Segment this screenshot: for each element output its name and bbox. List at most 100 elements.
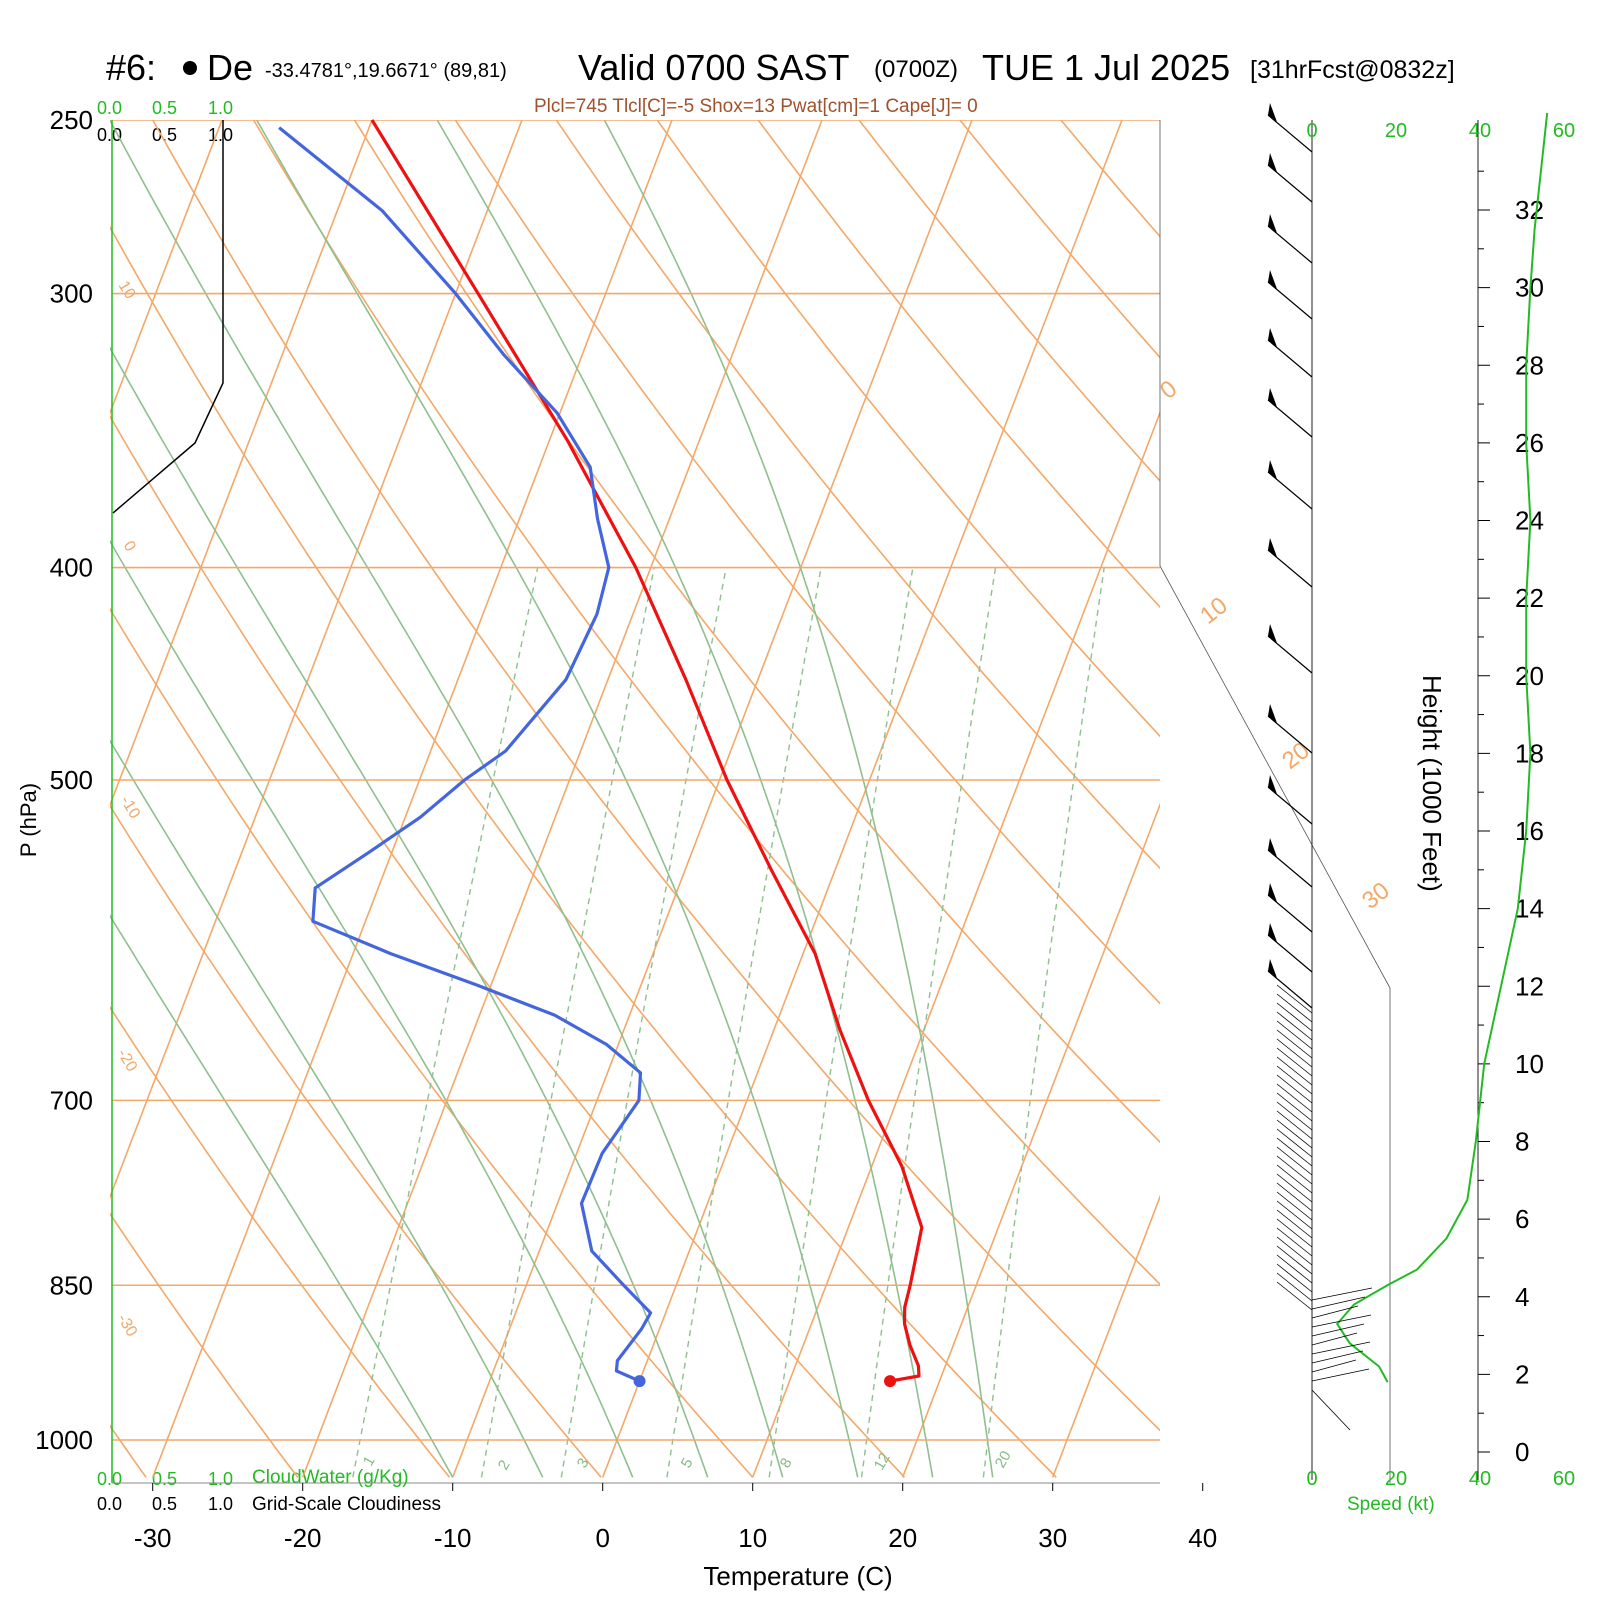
low-wind-barb (1276, 1056, 1313, 1086)
dry-adiabat-line (353, 120, 1160, 1144)
height-tick-label: 20 (1515, 661, 1544, 691)
isotherm-line (301, 120, 823, 1478)
wind-barb (1267, 471, 1313, 510)
dry-adiabat-line (959, 120, 1160, 359)
speed-tick-label: 20 (1385, 1468, 1407, 1490)
low-wind-barb (1276, 1209, 1313, 1239)
height-tick-label: 6 (1515, 1204, 1529, 1234)
speed-tick-label: 0 (1306, 120, 1317, 142)
mixing-ratio-line (560, 567, 727, 1478)
station-name: De (207, 47, 253, 88)
wind-barb (1267, 114, 1313, 153)
moist-adiabat-line (110, 739, 544, 1478)
low-wind-barb (1276, 1272, 1313, 1302)
cloud-scale-top: 0.0 0.5 1.0 0.0 0.5 1.0 (97, 98, 233, 145)
temperature-tick-label: 10 (738, 1523, 767, 1553)
dry-adiabat-label: -30 (114, 1311, 141, 1340)
isotherm-line (601, 120, 1123, 1478)
isotherm-line (901, 802, 1160, 1478)
dry-adiabat-line (555, 120, 1160, 870)
low-wind-barb (1276, 1011, 1313, 1041)
isotherm-line (451, 120, 973, 1478)
plot-right-boundary (1159, 120, 1391, 1483)
low-wind-barb (1276, 1137, 1313, 1167)
dewpoint-trace (278, 126, 653, 1383)
cloud-scale-bottom: 0.0 0.5 1.0 CloudWater (g/Kg) 0.0 0.5 1.… (97, 1467, 441, 1515)
surface-wind-barb (1311, 1314, 1372, 1328)
station-dot-icon (183, 61, 197, 75)
wind-barb (1267, 281, 1313, 320)
forecast-info: [31hrFcst@0832z] (1250, 56, 1455, 84)
surface-wind-barb (1311, 1305, 1359, 1319)
pressure-tick-label: 700 (50, 1085, 93, 1115)
cloudwater-label: CloudWater (g/Kg) (252, 1467, 409, 1488)
surface-wind-barb (1311, 1368, 1370, 1382)
low-wind-barb (1276, 1254, 1313, 1284)
wind-barb (1267, 786, 1313, 825)
cloudwater-tick: 0.5 (152, 1469, 177, 1489)
pressure-tick-label: 250 (50, 105, 93, 135)
wind-barb (1267, 399, 1313, 438)
valid-zulu: (0700Z) (874, 56, 958, 83)
temperature-tick-label: -20 (284, 1523, 322, 1553)
height-tick-label: 0 (1515, 1437, 1529, 1467)
dry-adiabat-line (1565, 120, 1600, 1477)
dry-adiabat-line (1364, 120, 1600, 1477)
temperature-tick-label: 0 (595, 1523, 609, 1553)
sounding-traces (278, 119, 924, 1388)
wind-barb-flag (1268, 328, 1277, 347)
dry-adiabat-line (110, 1212, 299, 1478)
moist-adiabat-line (256, 120, 859, 1478)
dry-adiabat-line (656, 120, 1160, 738)
low-wind-barb (1276, 1155, 1313, 1185)
cloudiness-tick: 1.0 (208, 125, 233, 145)
dry-adiabat-line (1162, 120, 1600, 1477)
dry-adiabat-line (152, 120, 1160, 1432)
surface-wind-barb (1311, 1296, 1366, 1310)
temperature-tick-label: 40 (1188, 1523, 1217, 1553)
wind-barb-flag (1268, 624, 1277, 643)
wind-barb-flag (1268, 959, 1277, 978)
speed-tick-label: 40 (1469, 1468, 1491, 1490)
wind-barb (1267, 849, 1313, 888)
wind-barb (1267, 164, 1313, 203)
low-wind-barb (1276, 1218, 1313, 1248)
cloudwater-tick: 1.0 (208, 98, 233, 118)
low-wind-barb (1276, 1263, 1313, 1293)
mixing-ratio-line (982, 567, 1105, 1478)
low-wind-barb (1276, 1110, 1313, 1140)
dry-adiabat-line (1060, 120, 1160, 238)
dry-adiabat-label: 10 (115, 278, 139, 302)
moist-adiabat-line (110, 120, 784, 1478)
dry-adiabat-line (110, 225, 1057, 1478)
surface-wind-barb (1311, 1389, 1351, 1431)
dry-adiabat-label: -20 (114, 1046, 141, 1075)
dry-adiabat-line (858, 120, 1160, 483)
surface-wind-barb (1311, 1359, 1357, 1373)
low-wind-barb (1276, 1002, 1313, 1032)
low-wind-barb (1276, 1182, 1313, 1212)
pressure-tick-label: 500 (50, 765, 93, 795)
dry-adiabat-label: -10 (117, 793, 144, 822)
wind-barb-flag (1268, 923, 1277, 942)
wind-barb-flag (1268, 388, 1277, 407)
surface-wind-barb (1311, 1287, 1373, 1301)
station-coords: -33.4781°,19.6671° (89,81) (265, 60, 507, 82)
mixing-ratio-line (860, 567, 997, 1478)
height-axis-title: Height (1000 Feet) (1417, 675, 1447, 892)
cloudiness-tick: 0.0 (97, 1494, 122, 1514)
wind-barb (1267, 715, 1313, 754)
isotherm-line (151, 120, 673, 1478)
low-wind-barb (1276, 1074, 1313, 1104)
dry-adiabat-label: 30 (1357, 877, 1395, 915)
mixing-ratio-line (480, 567, 655, 1478)
wind-barb-flag (1268, 460, 1277, 479)
wind-barb (1267, 894, 1313, 933)
low-wind-barb (1276, 1281, 1313, 1311)
cloudiness-label: Grid-Scale Cloudiness (252, 1494, 441, 1515)
temperature-surface-point (884, 1375, 897, 1388)
dry-adiabat-line (1465, 120, 1600, 1477)
wind-barb (1267, 225, 1313, 264)
y-axis-title: P (hPa) (16, 783, 41, 857)
